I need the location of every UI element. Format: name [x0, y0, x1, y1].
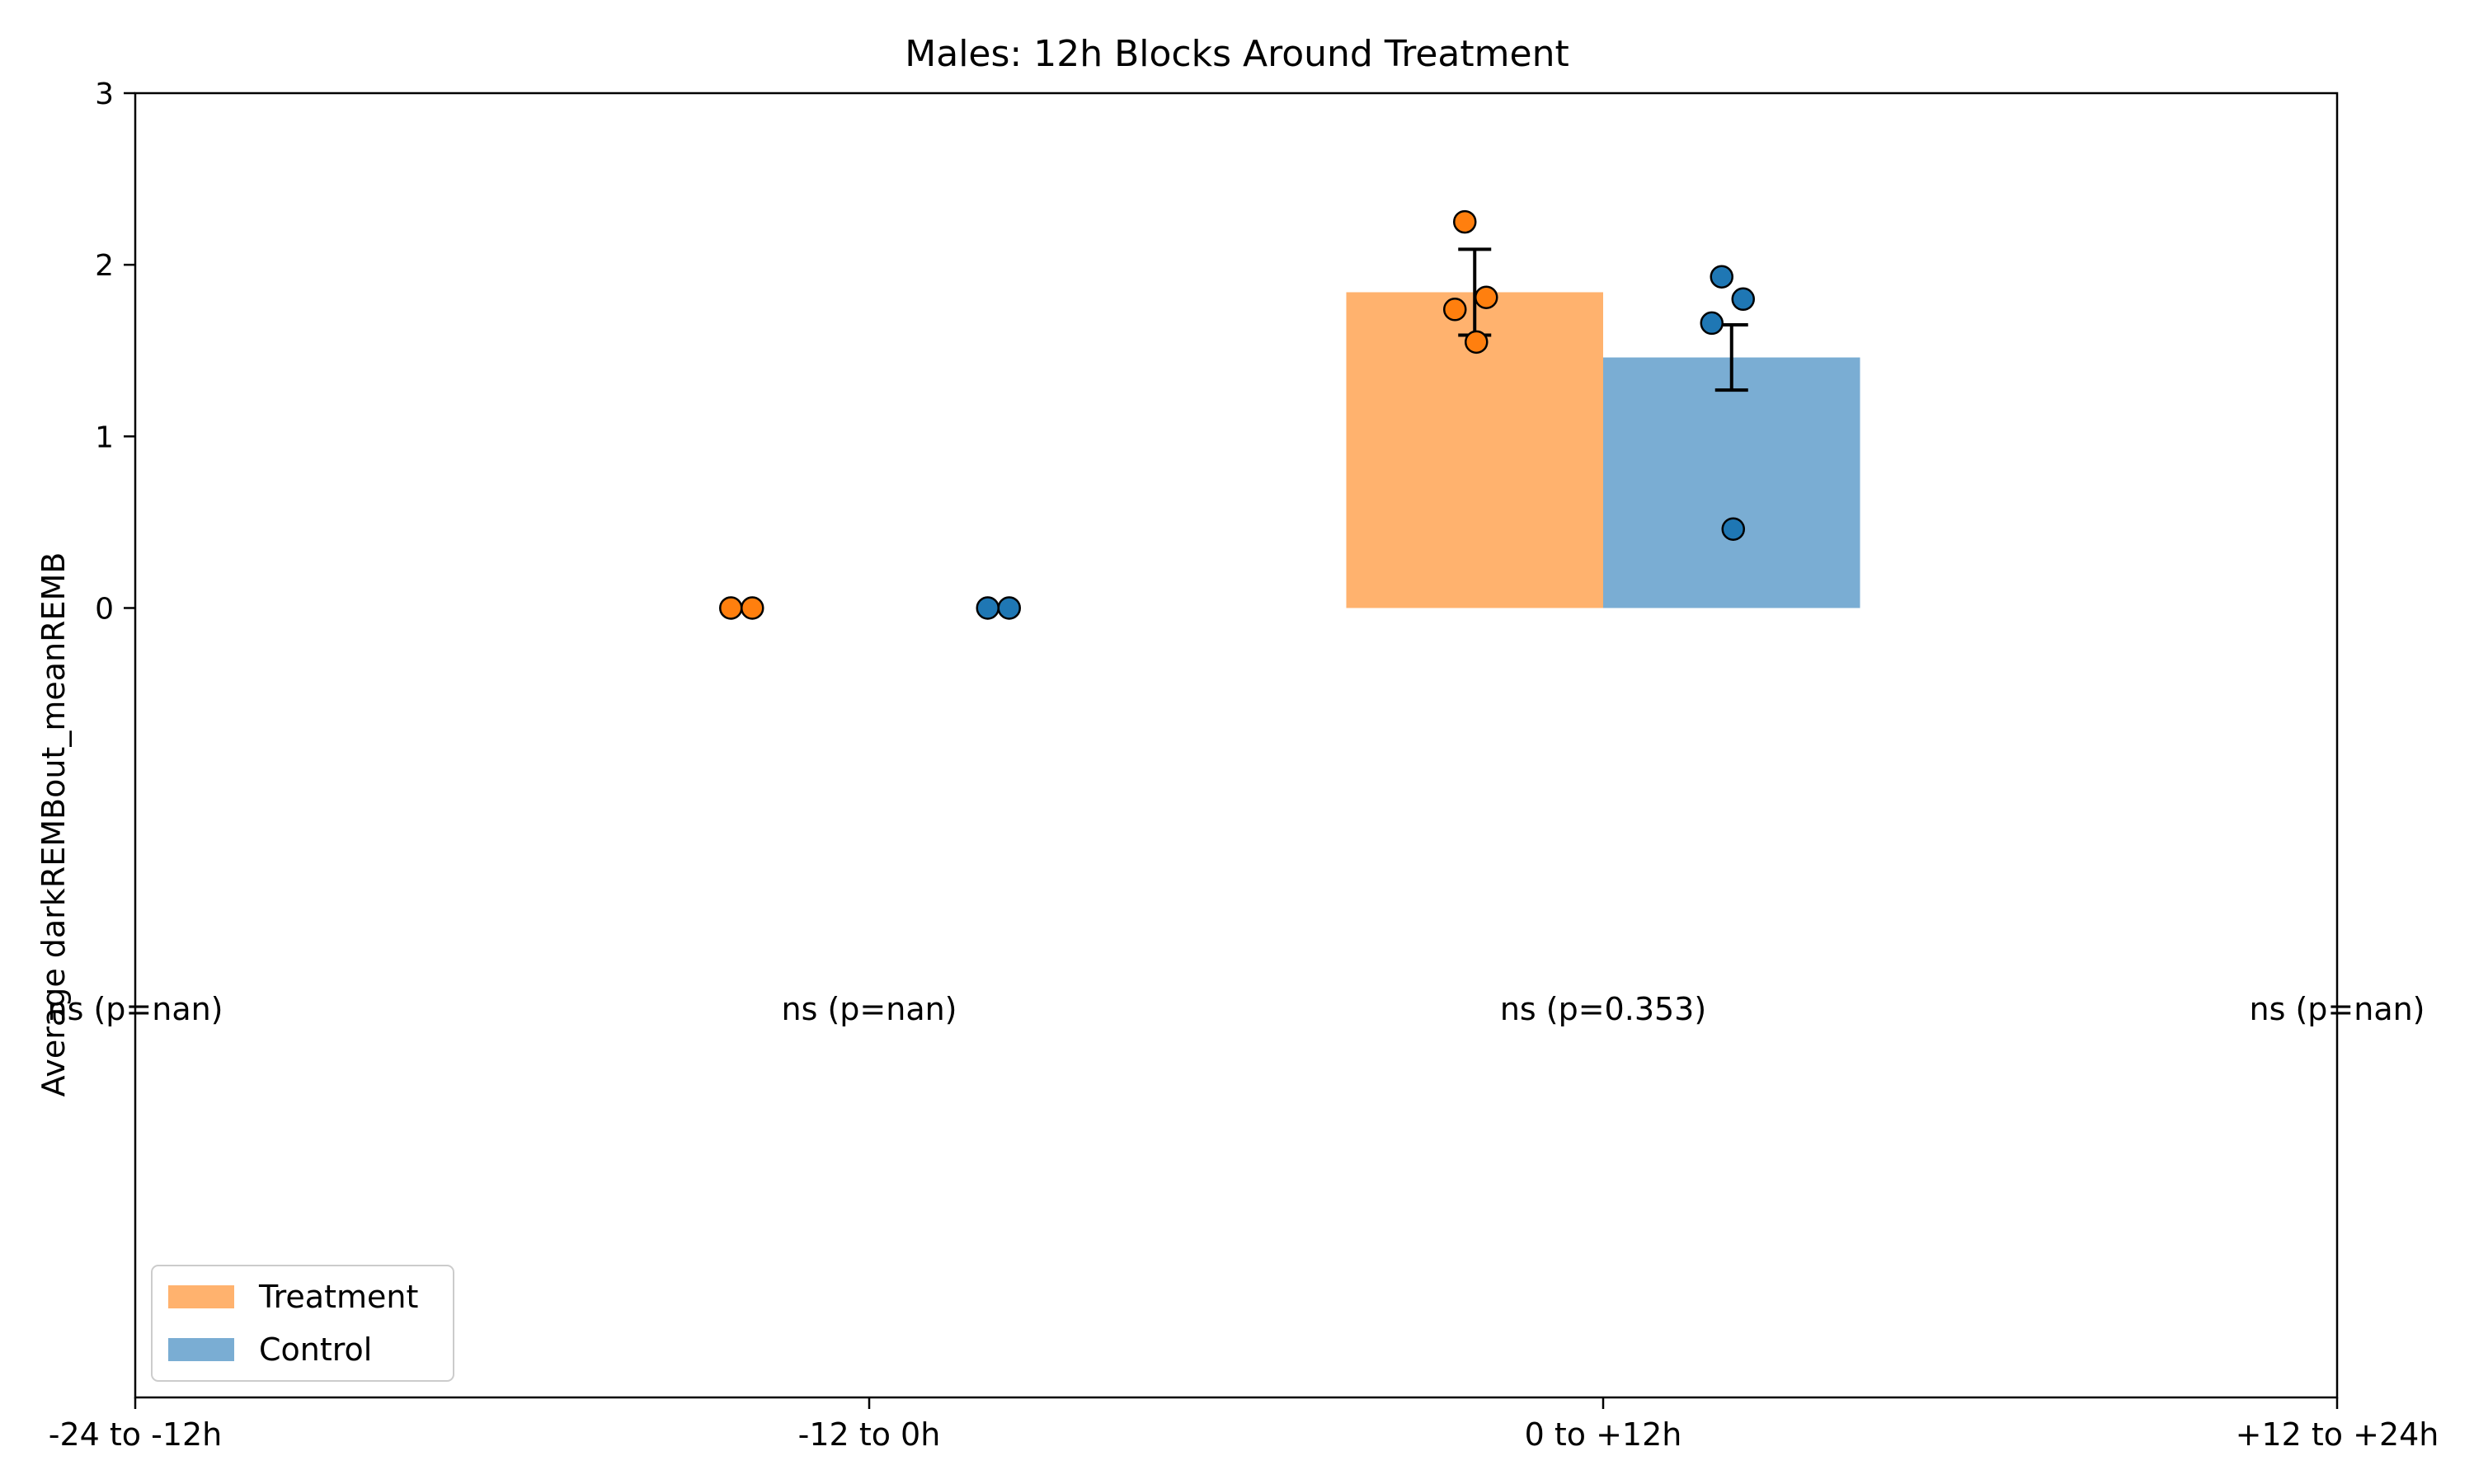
x-tick-label: -12 to 0h	[798, 1416, 941, 1453]
data-point-control	[1721, 517, 1745, 541]
y-tick-label: 0	[95, 592, 114, 626]
legend-label-treatment: Treatment	[258, 1279, 418, 1315]
significance-label: ns (p=0.353)	[1500, 991, 1706, 1027]
data-point-control	[1700, 311, 1724, 336]
legend-label-control: Control	[259, 1331, 372, 1368]
x-tick-label: 0 to +12h	[1525, 1416, 1682, 1453]
y-tick-label: 3	[95, 77, 114, 111]
data-point-control	[976, 596, 999, 620]
legend: Treatment Control	[151, 1265, 454, 1382]
data-point-treatment	[719, 596, 743, 620]
y-tick-label: 2	[95, 249, 114, 283]
legend-swatch-treatment	[168, 1285, 234, 1308]
data-point-control	[1710, 265, 1733, 289]
x-tick-label: +12 to +24h	[2236, 1416, 2439, 1453]
legend-swatch-control	[168, 1338, 234, 1361]
data-point-treatment	[741, 596, 764, 620]
data-point-treatment	[1443, 298, 1467, 322]
y-tick-label: 1	[95, 420, 114, 454]
plot-area: 0 1 2 3 -24 to -12h -12 to 0h 0 to +12h +12 to …	[47, 77, 2439, 1453]
data-point-control	[997, 596, 1021, 620]
data-point-treatment	[1475, 285, 1498, 309]
data-point-control	[1731, 287, 1755, 312]
significance-label: ns (p=nan)	[781, 991, 957, 1027]
data-point-treatment	[1465, 330, 1489, 355]
x-tick-label: -24 to -12h	[49, 1416, 223, 1453]
y-axis-label: Average darkREMBout_meanREMB	[35, 552, 72, 1097]
bar-control	[1603, 357, 1860, 608]
data-point-treatment	[1453, 209, 1477, 234]
plot-frame	[134, 92, 2339, 1399]
chart-title: Males: 12h Blocks Around Treatment	[905, 33, 1569, 75]
